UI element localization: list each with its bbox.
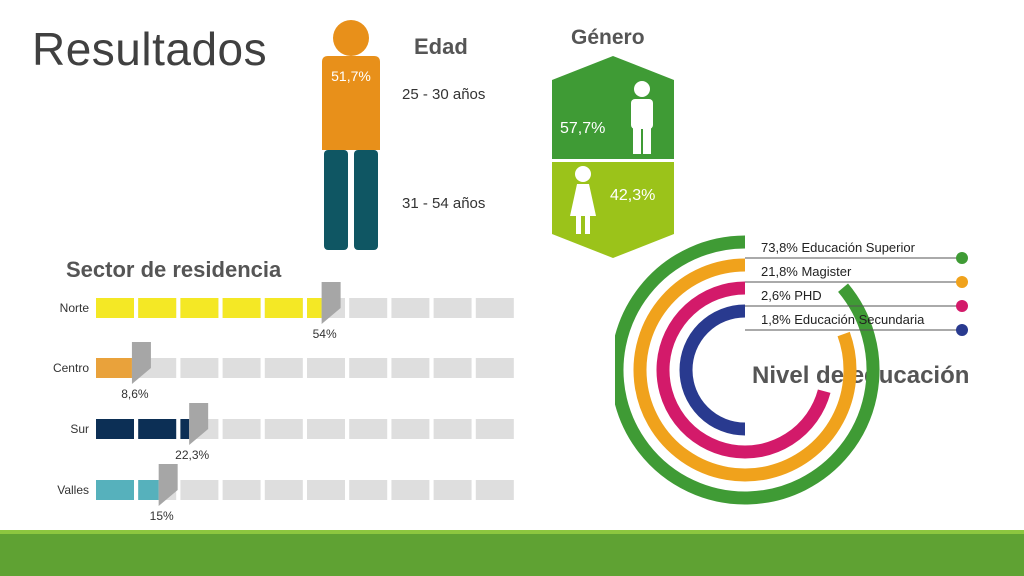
sector-empty-segment — [391, 358, 430, 378]
female-person-icon — [570, 166, 596, 234]
sector-empty-segment — [349, 298, 388, 318]
sector-bar-chart: Norte 54% Centro 8,6% Sur 22,3% Valles 15% — [53, 282, 514, 523]
sector-empty-segment — [222, 419, 261, 439]
sector-empty-segment — [264, 358, 303, 378]
sector-empty-segment — [349, 358, 388, 378]
sector-empty-segment — [433, 480, 472, 500]
person-head — [333, 20, 369, 56]
sector-bar-fill — [138, 480, 159, 500]
edu-title: Nivel de educación — [752, 362, 970, 389]
sector-empty-segment — [433, 419, 472, 439]
sector-bar-fill — [138, 298, 177, 318]
sector-bar-fill — [222, 298, 261, 318]
sector-bar-fill — [180, 298, 219, 318]
genero-title: Género — [571, 26, 645, 49]
education-arc — [679, 304, 746, 436]
education-legend-label: 21,8% Magister — [761, 264, 852, 279]
education-legend-label: 2,6% PHD — [761, 288, 822, 303]
education-legend-dot — [956, 252, 968, 264]
age-label-young: 25 - 30 años — [402, 86, 486, 103]
sector-value-label: 15% — [150, 509, 174, 523]
sector-empty-segment — [433, 358, 472, 378]
education-legend-label: 1,8% Educación Secundaria — [761, 312, 925, 327]
sector-bar-fill — [180, 419, 190, 439]
sector-category-label: Sur — [70, 422, 89, 436]
sector-empty-segment — [391, 298, 430, 318]
education-arc — [633, 258, 857, 482]
sector-value-marker — [321, 282, 341, 324]
person-right-leg-older — [354, 150, 378, 250]
sector-bar-fill — [307, 298, 322, 318]
sector-category-label: Centro — [53, 361, 89, 375]
sector-category-label: Valles — [57, 483, 89, 497]
person-torso-young — [322, 56, 380, 150]
sector-empty-segment — [180, 358, 219, 378]
sector-bar-fill — [138, 419, 177, 439]
age-value-label: 51,7% — [331, 68, 371, 84]
person-left-leg-older — [324, 150, 348, 250]
sector-empty-segment — [475, 358, 514, 378]
sector-category-label: Norte — [60, 301, 90, 315]
edad-title: Edad — [414, 34, 468, 59]
sector-empty-segment — [307, 358, 345, 378]
sector-empty-segment — [307, 419, 345, 439]
sector-empty-segment — [264, 480, 303, 500]
sector-title: Sector de residencia — [66, 257, 282, 282]
sector-value-label: 54% — [313, 327, 337, 341]
sector-bar-fill — [96, 419, 134, 439]
sector-empty-segment — [475, 480, 514, 500]
sector-empty-segment — [180, 480, 219, 500]
sector-empty-segment — [475, 298, 514, 318]
sector-empty-segment — [222, 480, 261, 500]
sector-empty-segment — [222, 358, 261, 378]
sector-empty-segment — [307, 480, 345, 500]
education-radial-chart: 73,8% Educación Superior 21,8% Magister 2,… — [615, 235, 968, 505]
gender-male-label: 57,7% — [560, 120, 605, 137]
sector-bar-fill — [96, 358, 132, 378]
education-legend-label: 73,8% Educación Superior — [761, 240, 916, 255]
sector-value-marker — [189, 403, 209, 445]
sector-empty-segment — [475, 419, 514, 439]
sector-empty-segment — [391, 419, 430, 439]
gender-female-label: 42,3% — [610, 187, 655, 204]
sector-empty-segment — [391, 480, 430, 500]
bottom-bar-highlight — [0, 530, 1024, 534]
sector-empty-segment — [433, 298, 472, 318]
bottom-bar — [0, 530, 1024, 576]
sector-bar-fill — [96, 480, 134, 500]
age-person-figure: 51,7% — [322, 20, 380, 250]
sector-empty-segment — [264, 419, 303, 439]
sector-bar-fill — [264, 298, 303, 318]
education-arc — [656, 281, 831, 459]
sector-value-label: 8,6% — [121, 387, 149, 401]
sector-value-marker — [131, 342, 151, 384]
sector-empty-segment — [349, 419, 388, 439]
male-person-icon — [631, 81, 653, 154]
education-legend-dot — [956, 300, 968, 312]
age-label-older: 31 - 54 años — [402, 195, 486, 212]
gender-hexagon: 57,7% 42,3% — [552, 56, 674, 258]
sector-value-marker — [158, 464, 178, 506]
sector-bar-fill — [96, 298, 134, 318]
sector-value-label: 22,3% — [175, 448, 209, 462]
education-legend-dot — [956, 324, 968, 336]
slide-title: Resultados — [32, 23, 268, 75]
education-arc — [615, 235, 880, 505]
gender-male-segment — [552, 56, 674, 159]
sector-empty-segment — [349, 480, 388, 500]
education-legend-dot — [956, 276, 968, 288]
